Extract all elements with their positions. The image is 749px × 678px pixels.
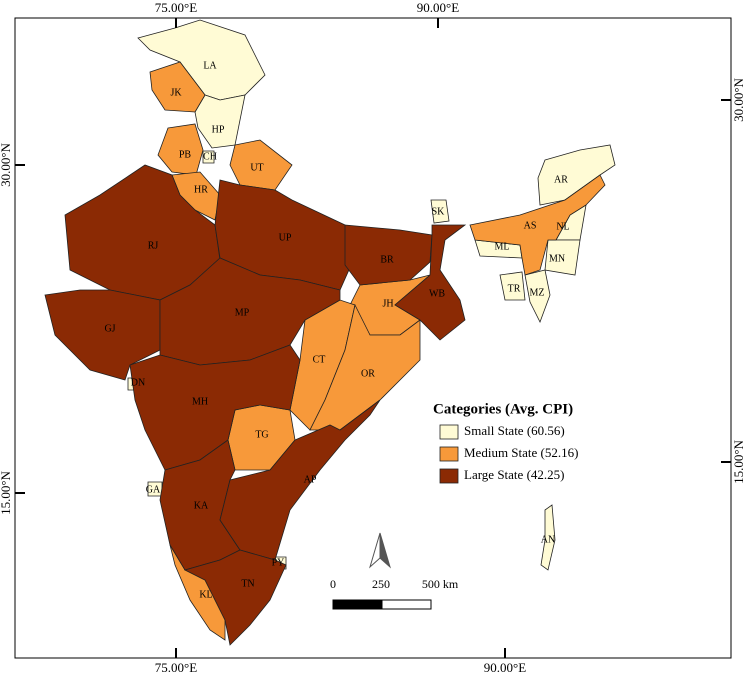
legend-label: Small State (60.56): [464, 423, 565, 438]
scale-bar-segment: [332, 599, 383, 610]
states: [44, 19, 616, 646]
legend-title: Categories (Avg. CPI): [433, 401, 573, 417]
north-arrow: [369, 532, 391, 569]
graticule-label: 90.00°E: [417, 0, 459, 15]
state-label: MH: [192, 396, 208, 407]
state-region: [344, 224, 433, 286]
state-label: AS: [524, 220, 537, 231]
state-region: [44, 289, 161, 381]
legend: Small State (60.56) Medium State (52.16) L…: [439, 423, 578, 484]
state-label: KL: [199, 589, 212, 600]
scale-label: 0: [330, 577, 336, 591]
graticule-label: 15.00°N: [0, 470, 13, 514]
state-label: MN: [549, 253, 565, 264]
graticule-label: 30.00°N: [731, 77, 746, 121]
graticule-label: 30.00°N: [0, 142, 13, 186]
state-label: TG: [255, 429, 268, 440]
state-label: SK: [432, 206, 446, 217]
graticule-label: 15.00°N: [731, 439, 746, 483]
legend-label: Large State (42.25): [464, 467, 564, 482]
state-label: WB: [429, 288, 445, 299]
state-label: JH: [382, 298, 393, 309]
legend-label: Medium State (52.16): [464, 445, 578, 460]
state-region: [394, 224, 467, 341]
state-labels: LA HP CH SK AR NL ML MN TR MZ AN GA PY DN JK PB HR UT AS JH…: [104, 60, 569, 600]
state-label: GJ: [104, 323, 115, 334]
state-region: [129, 344, 301, 471]
state-region: [544, 239, 581, 276]
state-region: [499, 271, 526, 301]
state-label: TR: [508, 283, 521, 294]
state-label: PB: [179, 149, 192, 160]
graticule-label: 90.00°E: [484, 660, 526, 675]
state-label: AP: [304, 474, 317, 485]
state-label: UP: [279, 232, 292, 243]
scale-label: 500 km: [422, 577, 459, 591]
state-region: [219, 399, 381, 561]
state-label: AR: [554, 174, 568, 185]
state-label: NL: [556, 221, 569, 232]
state-region: [430, 199, 450, 224]
state-region: [183, 549, 287, 646]
state-label: KA: [194, 500, 209, 511]
state-label: CT: [313, 354, 326, 365]
state-label: UT: [250, 162, 263, 173]
state-label: MZ: [530, 287, 545, 298]
state-label: HP: [212, 124, 225, 135]
state-label: PY: [272, 557, 285, 568]
legend-swatch: [439, 468, 459, 484]
state-region: [469, 174, 606, 276]
state-label: HR: [194, 184, 208, 195]
state-label: GA: [146, 484, 161, 495]
state-label: DN: [131, 377, 145, 388]
graticule-label: 75.00°E: [155, 0, 197, 15]
state-label: MP: [235, 307, 250, 318]
state-region: [524, 269, 551, 324]
state-region: [540, 504, 556, 571]
scale-label: 250: [372, 577, 390, 591]
state-label: OR: [361, 368, 375, 379]
state-region: [149, 61, 206, 113]
state-label: JK: [170, 87, 182, 98]
state-label: RJ: [148, 240, 159, 251]
graticule-label: 75.00°E: [155, 660, 197, 675]
legend-swatch: [439, 424, 459, 440]
state-label: ML: [495, 241, 510, 252]
state-label: AN: [541, 534, 555, 545]
state-label: LA: [203, 60, 217, 71]
state-label: TN: [241, 578, 254, 589]
state-label: CH: [203, 151, 217, 162]
scale-bar-segment: [381, 599, 432, 610]
state-label: BR: [380, 254, 394, 265]
state-region: [202, 150, 215, 164]
legend-swatch: [439, 446, 459, 462]
